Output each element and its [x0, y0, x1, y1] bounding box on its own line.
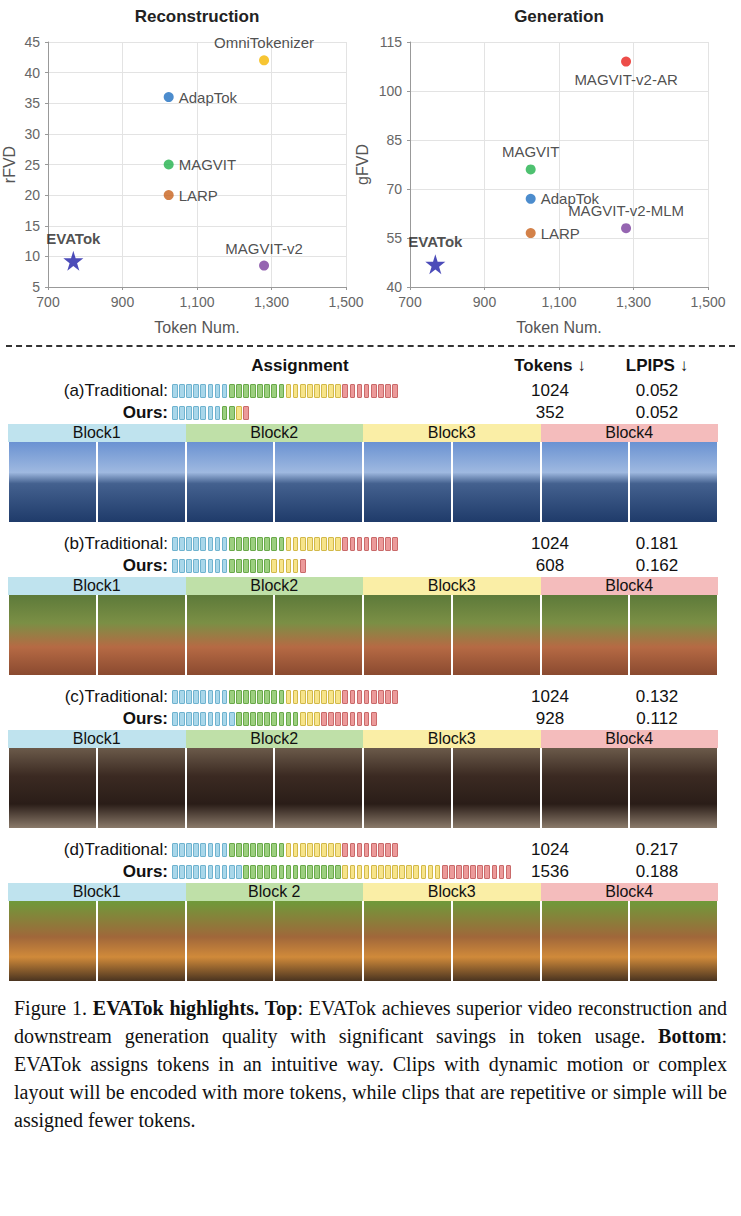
html-text:Block1: Block1	[72, 730, 121, 747]
svg-text:1,500: 1,500	[328, 294, 363, 310]
html-text:Ours:: Ours:	[122, 862, 168, 881]
svg-text:55: 55	[386, 230, 402, 246]
html-text:Block1: Block1	[72, 577, 121, 594]
svg-text:Token Num.: Token Num.	[516, 319, 601, 336]
html-text:0.181: 0.181	[635, 534, 679, 553]
html-text:Block2: Block2	[250, 577, 299, 594]
svg-text:Generation: Generation	[514, 7, 604, 26]
svg-text:25: 25	[24, 157, 40, 173]
html-text:Block3: Block3	[427, 424, 476, 441]
html-text:0.112: 0.112	[636, 709, 678, 728]
html-text:Block3: Block3	[427, 730, 476, 747]
svg-text:1,300: 1,300	[254, 294, 289, 310]
html-text:Ours:: Ours:	[122, 556, 168, 575]
svg-text:700: 700	[36, 294, 60, 310]
svg-text:AdapTok: AdapTok	[179, 89, 238, 106]
html-text:0.052: 0.052	[635, 403, 679, 422]
html-text:Block4: Block4	[605, 424, 654, 441]
html-text:Block3: Block3	[427, 577, 476, 594]
svg-text:rFVD: rFVD	[1, 146, 18, 183]
html-text:1536: 1536	[531, 862, 569, 881]
svg-text:40: 40	[386, 279, 402, 295]
html-text:928: 928	[535, 709, 565, 728]
html-text:Block 2: Block 2	[248, 883, 301, 900]
svg-text:1,500: 1,500	[690, 294, 725, 310]
html-text:Tokens ↓: Tokens ↓	[514, 356, 586, 375]
html-text:(a) Traditional:: (a) Traditional:	[63, 381, 168, 400]
html-text:0.052: 0.052	[635, 381, 679, 400]
html-text:Assignment: Assignment	[251, 356, 349, 375]
svg-text:100: 100	[379, 83, 403, 99]
svg-text:20: 20	[24, 187, 40, 203]
svg-text:EVATok: EVATok	[408, 233, 463, 250]
svg-text:MAGVIT-v2-AR: MAGVIT-v2-AR	[574, 71, 678, 88]
svg-text:OmniTokenizer: OmniTokenizer	[214, 34, 314, 51]
html-text:352: 352	[535, 403, 565, 422]
html-text:Block1: Block1	[72, 424, 121, 441]
html-text:Block2: Block2	[250, 424, 299, 441]
html-text:Block4: Block4	[605, 730, 654, 747]
svg-text:900: 900	[111, 294, 135, 310]
svg-text:1,100: 1,100	[179, 294, 214, 310]
html-text:1024: 1024	[531, 534, 569, 553]
html-text:0.162: 0.162	[635, 556, 679, 575]
html-text:LPIPS ↓: LPIPS ↓	[625, 356, 689, 375]
svg-text:LARP: LARP	[541, 225, 580, 242]
svg-text:LARP: LARP	[179, 187, 218, 204]
html-text:(b) Traditional:: (b) Traditional:	[63, 534, 168, 553]
html-text:(d) Traditional:: (d) Traditional:	[63, 840, 168, 859]
svg-text:MAGVIT: MAGVIT	[502, 143, 560, 160]
svg-text:EVATok: EVATok	[46, 230, 101, 247]
html-text:0.132: 0.132	[635, 687, 679, 706]
html-text:Block4: Block4	[605, 577, 654, 594]
html-text:0.217: 0.217	[635, 840, 679, 859]
html-text:Ours:: Ours:	[122, 403, 168, 422]
svg-text:gFVD: gFVD	[354, 144, 371, 185]
svg-text:Token Num.: Token Num.	[154, 319, 239, 336]
svg-text:700: 700	[398, 294, 422, 310]
html-text:Block1: Block1	[72, 883, 121, 900]
svg-text:85: 85	[386, 132, 402, 148]
html-text:Block4: Block4	[605, 883, 654, 900]
svg-text:115: 115	[380, 34, 403, 50]
html-text:1024: 1024	[531, 381, 569, 400]
html-text:Figure 1. EVATok highlights. T: Figure 1. EVATok highlights. Top: EVATok…	[14, 997, 727, 1131]
svg-text:MAGVIT-v2: MAGVIT-v2	[225, 240, 303, 257]
svg-text:40: 40	[24, 65, 40, 81]
svg-text:1,300: 1,300	[616, 294, 651, 310]
svg-text:AdapTok: AdapTok	[540, 190, 600, 208]
html-text:608: 608	[535, 556, 565, 575]
svg-text:30: 30	[24, 126, 40, 142]
html-text:Ours:: Ours:	[122, 709, 168, 728]
svg-text:45: 45	[24, 34, 40, 50]
svg-text:900: 900	[473, 294, 497, 310]
html-text:Block3: Block3	[427, 883, 476, 900]
html-text:1024: 1024	[531, 840, 569, 859]
svg-text:15: 15	[24, 218, 40, 234]
html-text:Block2: Block2	[250, 730, 299, 747]
svg-text:MAGVIT: MAGVIT	[179, 156, 237, 173]
html-text:(c) Traditional:: (c) Traditional:	[64, 687, 168, 706]
svg-text:Reconstruction: Reconstruction	[135, 7, 260, 26]
svg-text:MAGVIT-v2-MLM: MAGVIT-v2-MLM	[568, 202, 684, 219]
svg-text:35: 35	[24, 95, 40, 111]
html-text:0.188: 0.188	[635, 862, 679, 881]
html-text:1024: 1024	[531, 687, 569, 706]
svg-text:70: 70	[386, 181, 402, 197]
svg-text:5: 5	[32, 279, 40, 295]
svg-text:1,100: 1,100	[541, 294, 576, 310]
svg-text:10: 10	[24, 248, 40, 264]
